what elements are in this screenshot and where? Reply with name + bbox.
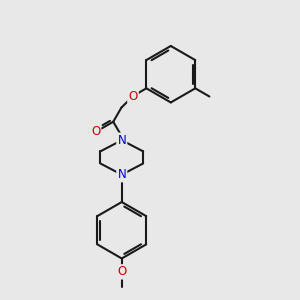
Text: N: N	[117, 134, 126, 147]
Text: O: O	[128, 90, 138, 103]
Text: O: O	[117, 266, 126, 278]
Text: N: N	[117, 168, 126, 181]
Text: O: O	[91, 124, 100, 138]
